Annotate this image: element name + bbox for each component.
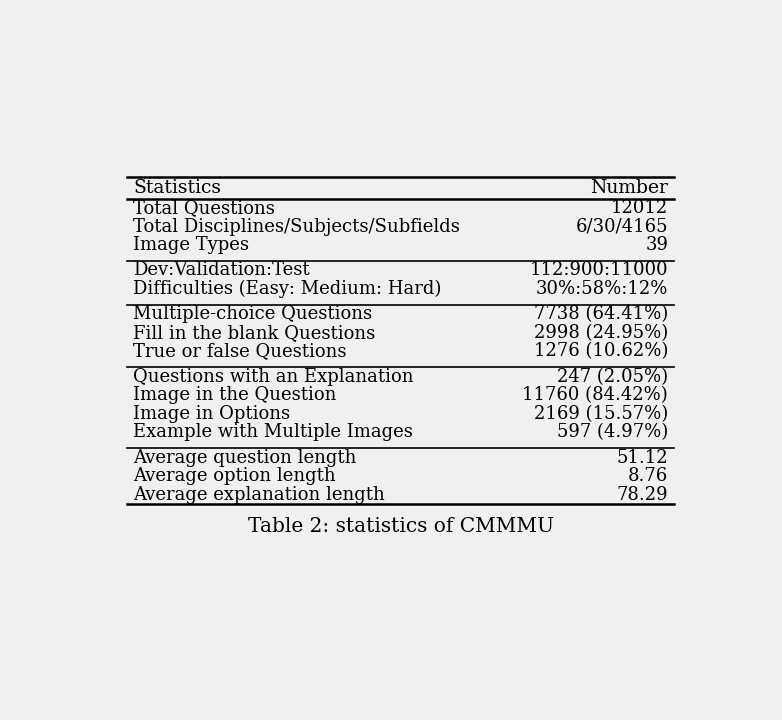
Text: 247 (2.05%): 247 (2.05%) xyxy=(557,368,668,386)
Text: Average question length: Average question length xyxy=(134,449,357,467)
Text: 2169 (15.57%): 2169 (15.57%) xyxy=(534,405,668,423)
Text: 6/30/4165: 6/30/4165 xyxy=(576,217,668,235)
Text: 78.29: 78.29 xyxy=(616,485,668,503)
Text: 39: 39 xyxy=(645,236,668,254)
Text: Average option length: Average option length xyxy=(134,467,336,485)
Text: 2998 (24.95%): 2998 (24.95%) xyxy=(534,324,668,342)
Text: Example with Multiple Images: Example with Multiple Images xyxy=(134,423,413,441)
Text: True or false Questions: True or false Questions xyxy=(134,342,347,360)
Text: Fill in the blank Questions: Fill in the blank Questions xyxy=(134,324,375,342)
Text: Number: Number xyxy=(590,179,668,197)
Text: Difficulties (Easy: Medium: Hard): Difficulties (Easy: Medium: Hard) xyxy=(134,280,442,298)
Text: 1276 (10.62%): 1276 (10.62%) xyxy=(534,342,668,360)
Text: Image Types: Image Types xyxy=(134,236,249,254)
Text: Total Disciplines/Subjects/Subfields: Total Disciplines/Subjects/Subfields xyxy=(134,217,461,235)
Text: Statistics: Statistics xyxy=(134,179,221,197)
Text: Multiple-choice Questions: Multiple-choice Questions xyxy=(134,305,372,323)
Text: Image in Options: Image in Options xyxy=(134,405,291,423)
Text: Table 2: statistics of CMMMU: Table 2: statistics of CMMMU xyxy=(248,518,554,536)
Text: Dev:Validation:Test: Dev:Validation:Test xyxy=(134,261,310,279)
Text: 12012: 12012 xyxy=(611,199,668,217)
Text: 11760 (84.42%): 11760 (84.42%) xyxy=(522,386,668,404)
Text: 597 (4.97%): 597 (4.97%) xyxy=(557,423,668,441)
Text: 112:900:11000: 112:900:11000 xyxy=(529,261,668,279)
Text: 51.12: 51.12 xyxy=(616,449,668,467)
Text: Average explanation length: Average explanation length xyxy=(134,485,386,503)
Text: Total Questions: Total Questions xyxy=(134,199,275,217)
Text: Image in the Question: Image in the Question xyxy=(134,386,337,404)
Text: Questions with an Explanation: Questions with an Explanation xyxy=(134,368,414,386)
Text: 7738 (64.41%): 7738 (64.41%) xyxy=(534,305,668,323)
Text: 8.76: 8.76 xyxy=(628,467,668,485)
Text: 30%:58%:12%: 30%:58%:12% xyxy=(536,280,668,298)
